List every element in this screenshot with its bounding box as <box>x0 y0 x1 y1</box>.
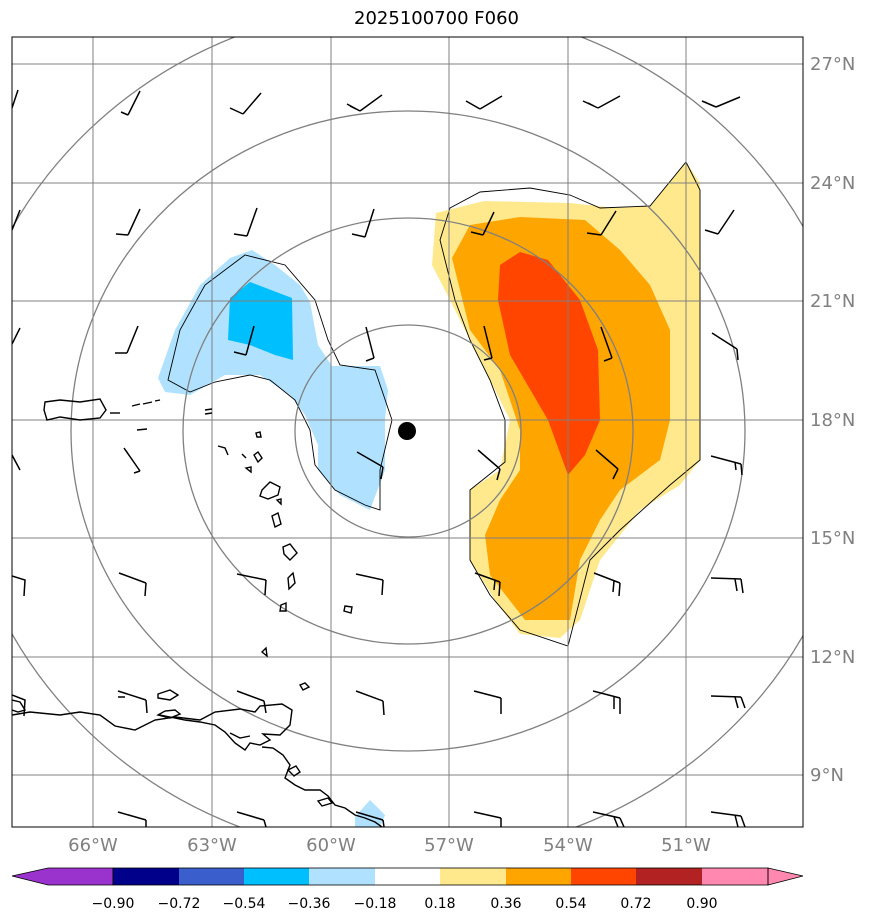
lat-label-9: 9°N <box>810 765 844 786</box>
lat-label-18: 18°N <box>810 410 855 431</box>
longitude-labels: 66°W 63°W 60°W 57°W 54°W 51°W <box>68 835 711 856</box>
anomaly-0.54-0.72 <box>498 252 600 475</box>
colorbar-bin-1 <box>113 868 179 885</box>
colorbar-tick-3: −0.54 <box>223 896 266 912</box>
lat-label-21: 21°N <box>810 291 855 312</box>
colorbar-tick-8: 0.54 <box>555 896 586 912</box>
gridlines <box>12 37 803 827</box>
colorbar-bin-5 <box>375 868 440 885</box>
colorbar-tick-1: −0.90 <box>92 896 135 912</box>
colorbar-tick-2: −0.72 <box>158 896 201 912</box>
colorbar-tick-4: −0.36 <box>288 896 331 912</box>
colorbar-tick-5: −0.18 <box>354 896 397 912</box>
colorbar-tick-7: 0.36 <box>490 896 521 912</box>
colorbar-bin-6 <box>440 868 506 885</box>
coastlines <box>12 398 383 827</box>
wind-barbs <box>12 89 746 827</box>
lat-label-12: 12°N <box>810 647 855 668</box>
storm-center-marker <box>398 422 416 440</box>
lon-label-66: 66°W <box>68 835 118 856</box>
colorbar-bin-4 <box>309 868 375 885</box>
latitude-labels: 27°N 24°N 21°N 18°N 15°N 12°N 9°N <box>810 54 855 786</box>
positive-anomaly-field <box>432 162 700 638</box>
colorbar-bin-9 <box>636 868 702 885</box>
lon-label-51: 51°W <box>661 835 711 856</box>
colorbar-bin-2 <box>179 868 244 885</box>
colorbar-tick-6: 0.18 <box>424 896 455 912</box>
lon-label-60: 60°W <box>306 835 356 856</box>
map-title: 2025100700 F060 <box>354 8 519 29</box>
contour-positive <box>439 161 701 647</box>
colorbar-tick-9: 0.72 <box>620 896 651 912</box>
range-rings <box>12 37 803 827</box>
lon-label-57: 57°W <box>424 835 474 856</box>
contour-negative <box>167 254 393 511</box>
lon-label-63: 63°W <box>187 835 237 856</box>
colorbar: −0.90 −0.72 −0.54 −0.36 −0.18 0.18 0.36 … <box>11 867 804 912</box>
lat-label-15: 15°N <box>810 528 855 549</box>
lat-label-27: 27°N <box>810 54 855 75</box>
colorbar-bin-3 <box>244 868 309 885</box>
lon-label-54: 54°W <box>543 835 593 856</box>
colorbar-over <box>767 867 804 886</box>
colorbar-bin-8 <box>571 868 636 885</box>
colorbar-tick-10: 0.90 <box>686 896 717 912</box>
colorbar-bin-7 <box>506 868 571 885</box>
plot-frame <box>11 36 804 828</box>
colorbar-bin-10 <box>702 868 768 885</box>
colorbar-under <box>11 867 114 886</box>
lat-label-24: 24°N <box>810 173 855 194</box>
